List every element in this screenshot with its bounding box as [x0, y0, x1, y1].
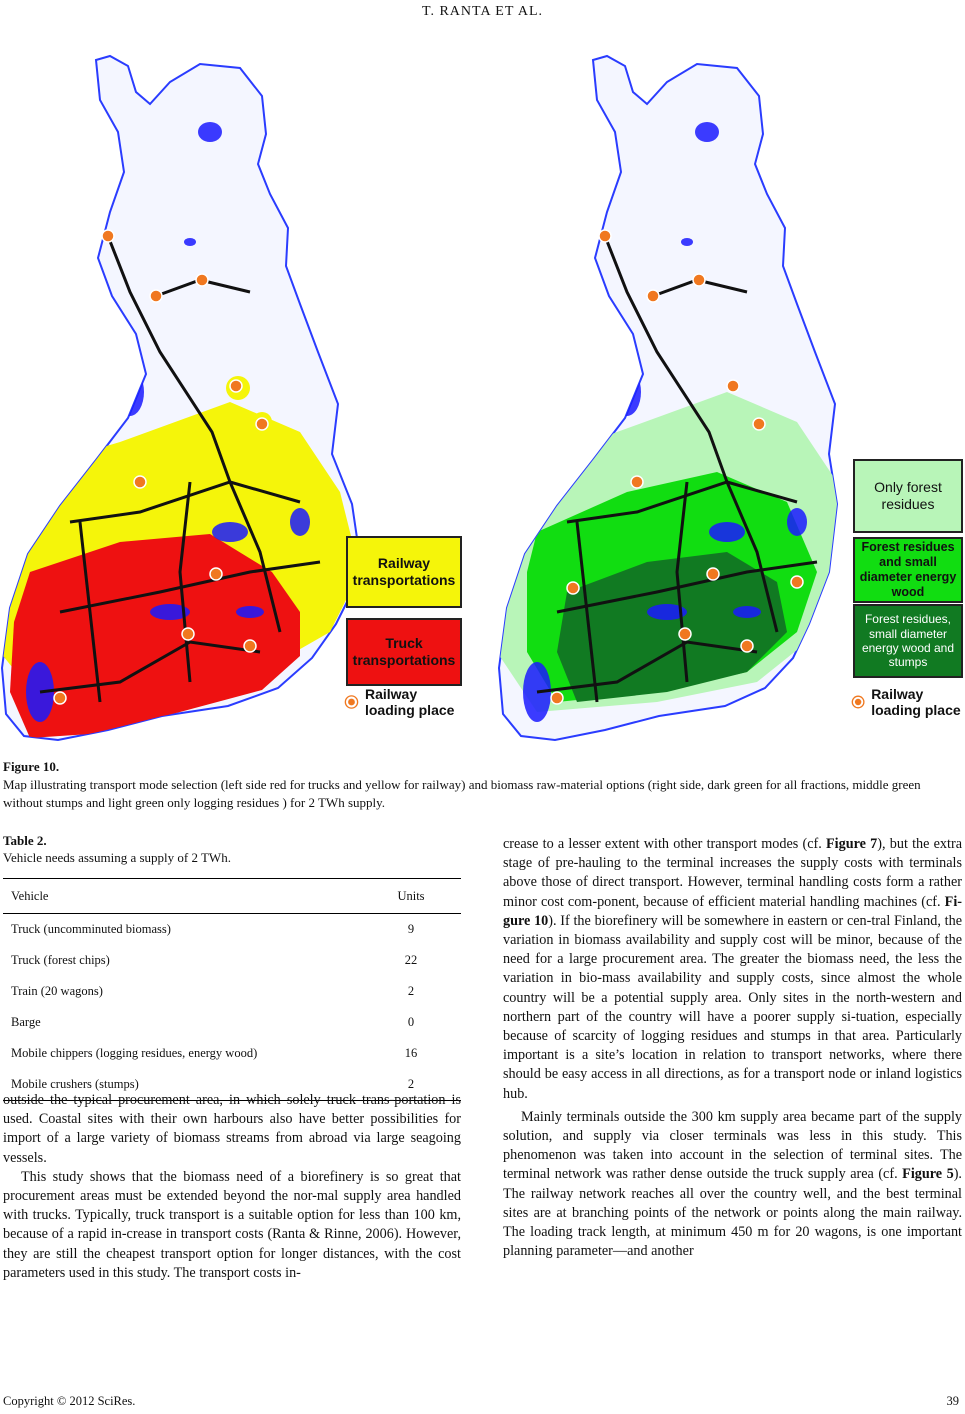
running-header: T. RANTA ET AL.: [421, 4, 544, 19]
right-paragraph-2: Mainly terminals outside the 300 km supp…: [503, 1108, 962, 1262]
page-number: 39: [946, 1394, 960, 1408]
right-column: crease to a lesser extent with other tra…: [503, 835, 962, 1261]
legend-railway-loading-right-label: Railway loading place: [871, 686, 961, 719]
right-paragraph-1: crease to a lesser extent with other tra…: [503, 835, 962, 1104]
table-cell: 2: [407, 984, 415, 998]
table-header-units: Units: [397, 888, 425, 903]
table-row: Mobile chippers (logging residues, energ…: [3, 1038, 461, 1069]
left-paragraph-2: This study shows that the biomass need o…: [3, 1168, 461, 1281]
legend-railway-loading-left-label: Railway loading place: [364, 686, 455, 719]
table-cell: 0: [407, 1015, 415, 1029]
legend-railway-loading-right: Railway loading place: [851, 686, 965, 718]
right-loading-places: [550, 229, 804, 705]
legend-only-forest-residues: Only forest residues: [853, 459, 963, 533]
table-cell: 16: [404, 1046, 418, 1060]
text-run: ), but the extra stage of pre-hauling to…: [503, 836, 962, 910]
table-row: Train (20 wagons) 2: [3, 976, 461, 1007]
left-column: outside the typical procurement area, in…: [3, 1091, 461, 1283]
text-run: Mainly terminals outside the 300 km supp…: [503, 1108, 962, 1183]
loading-place-icon: [344, 695, 359, 709]
transport-mode-map: [0, 54, 364, 742]
legend-forest-residues-small-wood: Forest residues and small diameter energ…: [853, 537, 963, 603]
truck-zone: [10, 534, 300, 738]
table-cell: Mobile crushers (stumps): [11, 1077, 139, 1091]
table-row: Barge 0: [3, 1007, 461, 1038]
figure-label: Figure 10.: [3, 759, 60, 774]
figure-ref-link[interactable]: Fi-gure 10: [503, 893, 962, 929]
legend-railway-transportations: Railway transportations: [346, 536, 462, 608]
left-loading-places: [53, 229, 269, 705]
table-cell: 22: [404, 953, 418, 967]
left-paragraph-1: outside the typical procurement area, in…: [3, 1092, 461, 1166]
text-run: ). The railway network reaches all over …: [503, 1166, 962, 1260]
dark-green-zone: [557, 552, 787, 702]
legend-all-fractions: Forest residues, small diameter energy w…: [853, 604, 963, 678]
copyright-footer: Copyright © 2012 SciRes.: [3, 1394, 136, 1408]
table-row: Mobile crushers (stumps) 2: [3, 1069, 461, 1101]
text-run: crease to a lesser extent with other tra…: [503, 836, 827, 852]
loading-place-icon: [851, 695, 865, 709]
table-row: Truck (uncomminuted biomass) 9: [3, 914, 461, 946]
table-label: Table 2.: [3, 833, 47, 848]
table-cell: Truck (uncomminuted biomass): [11, 922, 171, 936]
table-cell: Barge: [11, 1015, 41, 1029]
biomass-options-map: [497, 54, 839, 742]
table-header-row: Vehicle Units: [3, 878, 461, 914]
table-cell: 9: [407, 922, 415, 936]
table-title: Vehicle needs assuming a supply of 2 TWh…: [3, 850, 231, 865]
table-cell: Train (20 wagons): [11, 984, 103, 998]
vehicle-table: Vehicle Units Truck (uncomminuted biomas…: [3, 878, 461, 1101]
table-cell: 2: [407, 1077, 415, 1091]
table-header-vehicle: Vehicle: [11, 888, 49, 903]
figure-caption: Map illustrating transport mode selectio…: [3, 777, 921, 810]
figure-ref-link[interactable]: Figure 7: [826, 836, 878, 852]
figure-ref-link[interactable]: Figure 5: [902, 1166, 954, 1183]
table-block: Table 2. Vehicle needs assuming a supply…: [3, 833, 461, 1101]
legend-truck-transportations: Truck transportations: [346, 618, 462, 686]
table-cell: Mobile chippers (logging residues, energ…: [11, 1046, 258, 1060]
table-row: Truck (forest chips) 22: [3, 945, 461, 976]
text-run: ). If the biorefinery will be somewhere …: [503, 912, 962, 1102]
table-cell: Truck (forest chips): [11, 953, 110, 967]
legend-railway-loading-left: Railway loading place: [344, 686, 464, 718]
